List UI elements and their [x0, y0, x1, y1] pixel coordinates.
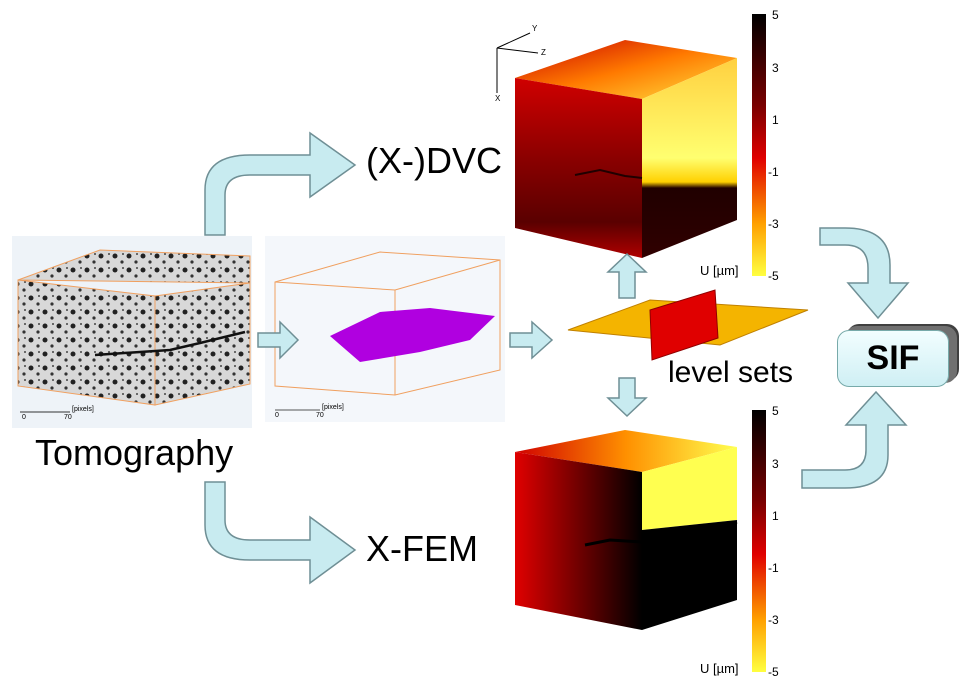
- cb-bottom-tick: 3: [772, 457, 779, 471]
- curved-arrow-to-dvc: [204, 131, 357, 236]
- cb-top-tick: 3: [772, 61, 779, 75]
- cb-bottom-tick: 1: [772, 509, 779, 523]
- cb-bottom-tick: -3: [768, 613, 779, 627]
- arrow-levelsets-down: [606, 377, 648, 418]
- colorbar-bottom: [752, 410, 766, 672]
- scalebar-zero-left: 0: [22, 414, 26, 421]
- level-sets-surface: [567, 289, 809, 361]
- scalebar-unit-left: [pixels]: [72, 406, 94, 413]
- scalebar-zero-mid: 0: [275, 412, 279, 419]
- scalebar-value-mid: 70: [316, 412, 324, 419]
- sif-label: SIF: [866, 339, 920, 377]
- cb-bottom-tick: -1: [768, 561, 779, 575]
- dvc-cube: [515, 40, 737, 258]
- tomography-label: Tomography: [35, 432, 234, 473]
- dvc-label: (X-)DVC: [366, 140, 502, 181]
- cb-top-unit: U [µm]: [700, 263, 739, 278]
- arrow-tomo-to-crack: [257, 320, 300, 360]
- curved-arrow-dvc-to-sif: [819, 227, 910, 320]
- cb-top-tick: 1: [772, 113, 779, 127]
- cb-top-tick: -3: [768, 217, 779, 231]
- xfem-label: X-FEM: [366, 528, 478, 569]
- segmented-crack-image: [265, 236, 505, 422]
- tomography-image: [12, 236, 252, 428]
- scalebar-unit-mid: [pixels]: [322, 404, 344, 411]
- xfem-cube: [515, 430, 738, 630]
- level-sets-label: level sets: [668, 356, 794, 389]
- sif-box: SIF: [837, 330, 949, 387]
- colorbar-top: [752, 14, 766, 276]
- curved-arrow-xfem-to-sif: [801, 390, 908, 489]
- cb-top-tick: -5: [768, 269, 779, 283]
- cb-bottom-tick: 5: [772, 404, 779, 418]
- axis-x-label: X: [495, 94, 501, 103]
- scalebar-value-left: 70: [64, 414, 72, 421]
- cb-top-tick: 5: [772, 8, 779, 22]
- arrow-crack-to-levelsets: [509, 320, 554, 360]
- axis-z-label: Z: [541, 48, 546, 57]
- arrow-levelsets-up: [606, 252, 648, 299]
- curved-arrow-to-xfem: [204, 481, 357, 585]
- axis-triad: [496, 32, 539, 93]
- cb-top-tick: -1: [768, 165, 779, 179]
- crack-blob: [330, 308, 495, 362]
- cb-bottom-tick: -5: [768, 665, 779, 679]
- axis-y-label: Y: [532, 24, 538, 33]
- cb-bottom-unit: U [µm]: [700, 661, 739, 676]
